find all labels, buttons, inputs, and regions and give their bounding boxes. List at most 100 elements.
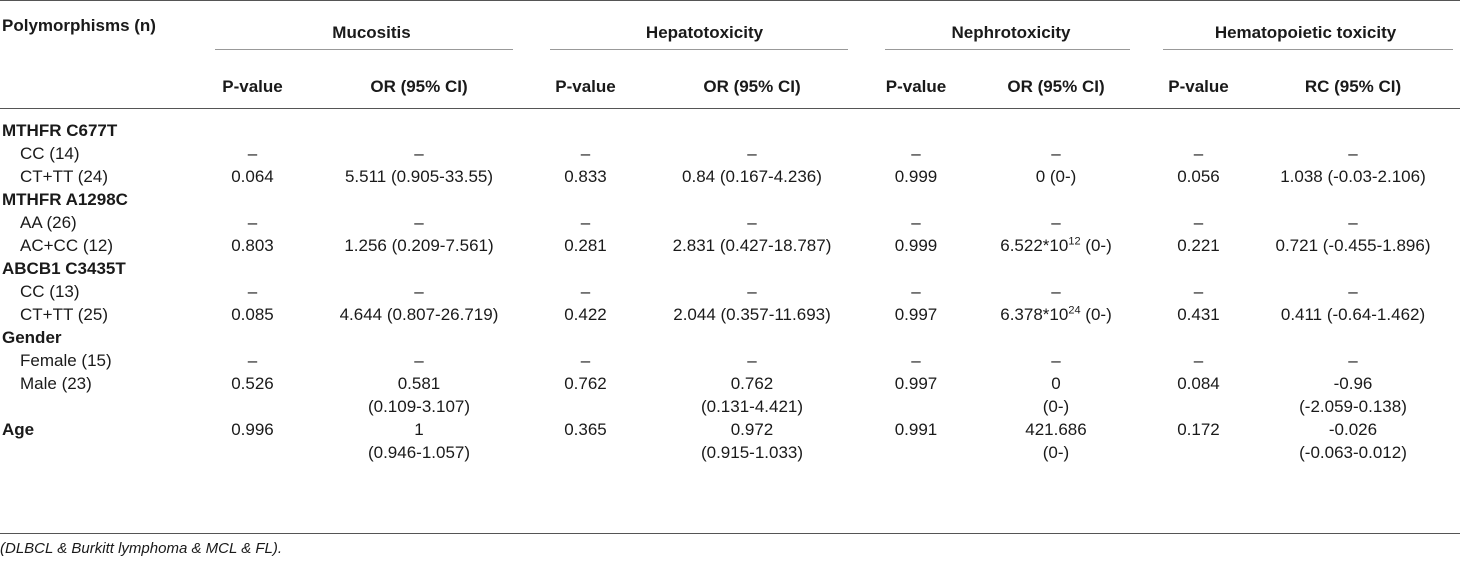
header-subcol: P-value xyxy=(538,64,633,109)
empty-cell xyxy=(961,257,1151,280)
empty-cell xyxy=(205,257,300,280)
table-cell: – xyxy=(1246,142,1460,165)
table-cell: 0.411 (-0.64-1.462) xyxy=(1246,303,1460,326)
table-cell: – xyxy=(871,211,961,234)
empty-cell xyxy=(1151,109,1246,143)
top-rule xyxy=(0,0,1460,1)
cell-ci: (0.946-1.057) xyxy=(367,443,471,462)
cell-value: – xyxy=(747,351,757,370)
table-cell: – xyxy=(300,349,538,372)
empty-cell xyxy=(1151,188,1246,211)
cell-ci: (0.915-1.033) xyxy=(700,443,804,462)
table-row: Age 0.996 1 (0.946-1.057) 0.365 0.972 (0.915-1… xyxy=(0,418,1460,464)
header-group-nephrotoxicity: Nephrotoxicity xyxy=(951,22,1071,42)
cell-value: – xyxy=(414,282,424,301)
cell-value: 1.038 (-0.03-2.106) xyxy=(1280,167,1426,186)
cell-value: – xyxy=(580,144,591,163)
table-cell: 0.431 xyxy=(1151,303,1246,326)
cell-value: 6.522*10 xyxy=(1000,236,1069,255)
table-cell: – xyxy=(961,280,1151,303)
table-cell: – xyxy=(1246,280,1460,303)
cell-exponent: 24 xyxy=(1068,304,1081,317)
table-cell: 1 (0.946-1.057) xyxy=(300,418,538,464)
empty-cell xyxy=(538,188,633,211)
empty-cell xyxy=(1151,326,1246,349)
cell-value: 0.526 xyxy=(231,374,274,393)
section-label: Gender xyxy=(2,328,62,347)
table-row: Female (15) – – – – – – – – xyxy=(0,349,1460,372)
empty-cell xyxy=(871,109,961,143)
table-cell: 0.084 xyxy=(1151,372,1246,418)
cell-value: 0.833 xyxy=(564,167,607,186)
table-cell: 0.991 xyxy=(871,418,961,464)
row-label: AA (26) xyxy=(20,213,77,232)
cell-value: – xyxy=(1348,351,1358,370)
header-subcol: P-value xyxy=(871,64,961,109)
row-label: Female (15) xyxy=(20,351,112,370)
table-cell: 0 (0-) xyxy=(961,165,1151,188)
cell-value: 0.762 xyxy=(564,374,607,393)
table-cell: 0.762 (0.131-4.421) xyxy=(633,372,871,418)
table-cell: – xyxy=(538,142,633,165)
section-row: MTHFR C677T xyxy=(0,109,1460,143)
cell-value: 0.803 xyxy=(231,236,274,255)
row-label: CC (14) xyxy=(20,144,80,163)
cell-value: 1 xyxy=(414,420,424,439)
header-subcol: OR (95% CI) xyxy=(300,64,538,109)
cell-ci: (0.131-4.421) xyxy=(700,397,804,416)
cell-value: – xyxy=(911,144,921,163)
group-underline-hematopoietic xyxy=(1163,49,1453,50)
cell-value: – xyxy=(911,351,921,370)
table-cell: 2.831 (0.427-18.787) xyxy=(633,234,871,257)
empty-cell xyxy=(538,326,633,349)
cell-value: 0.085 xyxy=(231,305,274,324)
cell-value: – xyxy=(580,213,591,232)
table-cell: 0.281 xyxy=(538,234,633,257)
cell-value: – xyxy=(580,351,591,370)
cell-value: – xyxy=(247,351,258,370)
row-label: Age xyxy=(2,420,35,439)
cell-value: 0.84 (0.167-4.236) xyxy=(682,167,822,186)
table-cell: – xyxy=(205,142,300,165)
table-cell: – xyxy=(1246,211,1460,234)
cell-value: 421.686 xyxy=(1025,420,1087,439)
section-label: MTHFR A1298C xyxy=(2,190,128,209)
empty-cell xyxy=(300,326,538,349)
cell-value-tail: (0-) xyxy=(1080,305,1112,324)
cell-ci: (-2.059-0.138) xyxy=(1299,397,1407,416)
cell-value: – xyxy=(1348,282,1358,301)
table-cell: – xyxy=(633,349,871,372)
table-cell: – xyxy=(300,280,538,303)
table-cell: – xyxy=(633,211,871,234)
cell-value: – xyxy=(247,144,258,163)
empty-cell xyxy=(961,326,1151,349)
header-subcol: P-value xyxy=(205,64,300,109)
empty-cell xyxy=(300,188,538,211)
table-cell: 0.762 xyxy=(538,372,633,418)
empty-cell xyxy=(538,257,633,280)
empty-cell xyxy=(961,188,1151,211)
table-cell: 0.056 xyxy=(1151,165,1246,188)
cell-value: -0.026 xyxy=(1328,420,1378,439)
cell-ci: (0-) xyxy=(1042,443,1070,462)
empty-cell xyxy=(1246,326,1460,349)
cell-value: – xyxy=(414,213,424,232)
header-subcol: OR (95% CI) xyxy=(961,64,1151,109)
table-cell: 0.064 xyxy=(205,165,300,188)
empty-cell xyxy=(1246,109,1460,143)
empty-cell xyxy=(1151,257,1246,280)
table-cell: – xyxy=(1246,349,1460,372)
table-cell: – xyxy=(633,280,871,303)
empty-cell xyxy=(633,326,871,349)
table-cell: 0.526 xyxy=(205,372,300,418)
table-row: CT+TT (24) 0.064 5.511 (0.905-33.55) 0.833 0… xyxy=(0,165,1460,188)
table-cell: – xyxy=(961,349,1151,372)
table-cell: 0.721 (-0.455-1.896) xyxy=(1246,234,1460,257)
empty-cell xyxy=(205,188,300,211)
empty-cell xyxy=(1246,257,1460,280)
row-label: CT+TT (25) xyxy=(20,305,109,324)
empty-cell xyxy=(300,109,538,143)
table-cell: – xyxy=(1151,280,1246,303)
section-row: MTHFR A1298C xyxy=(0,188,1460,211)
